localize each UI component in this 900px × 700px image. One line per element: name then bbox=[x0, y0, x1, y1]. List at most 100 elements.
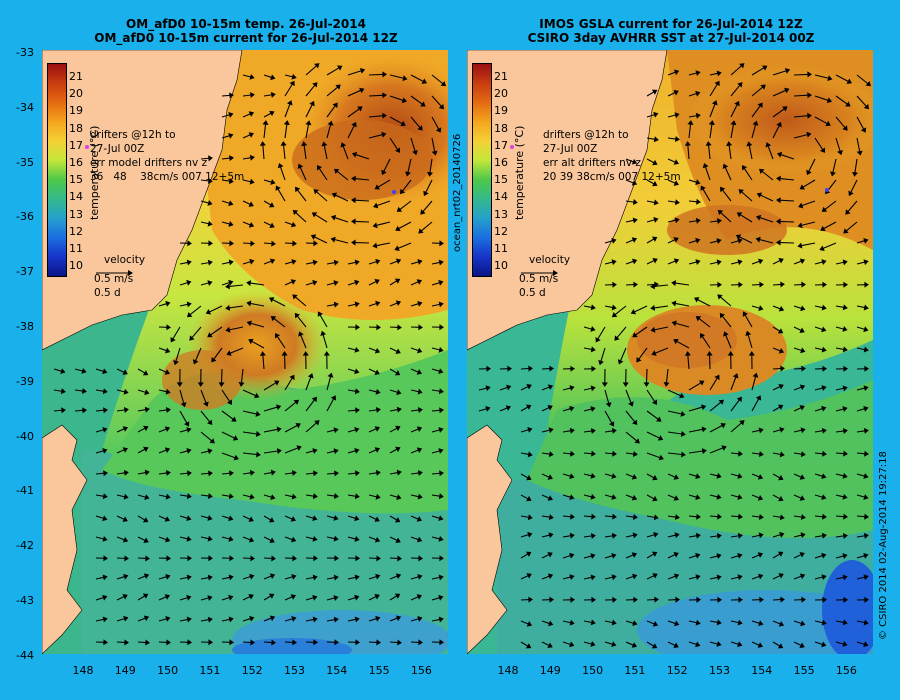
current-vector bbox=[305, 472, 315, 475]
current-vector-head bbox=[714, 80, 720, 87]
current-vector bbox=[410, 74, 424, 82]
current-vector bbox=[137, 409, 146, 412]
current-vector-head bbox=[799, 327, 805, 333]
current-vector-head bbox=[590, 385, 596, 392]
current-vector-head bbox=[714, 374, 720, 381]
current-vector-head bbox=[784, 68, 791, 74]
current-vector-head bbox=[143, 615, 150, 622]
current-vector-head bbox=[611, 574, 617, 581]
current-vector-head bbox=[170, 336, 176, 343]
current-vector bbox=[759, 217, 774, 223]
current-vector bbox=[410, 409, 420, 412]
current-vector-head bbox=[233, 454, 239, 461]
current-vector-head bbox=[631, 552, 638, 558]
current-vector-head bbox=[229, 240, 234, 247]
current-vector-head bbox=[208, 155, 213, 162]
current-vector-head bbox=[737, 473, 743, 479]
current-vector bbox=[283, 145, 286, 160]
current-vector bbox=[284, 596, 293, 601]
current-vector bbox=[410, 515, 419, 520]
current-vector-head bbox=[103, 407, 108, 414]
current-vector bbox=[845, 221, 858, 232]
current-vector bbox=[137, 617, 146, 622]
current-vector-head bbox=[372, 242, 378, 249]
current-vector-head bbox=[290, 594, 296, 600]
current-vector bbox=[336, 170, 349, 181]
colorbar-tick-label: 15 bbox=[494, 173, 508, 187]
current-vector bbox=[251, 340, 265, 349]
current-vector bbox=[779, 220, 795, 223]
current-vector bbox=[305, 376, 312, 391]
current-vector-head bbox=[207, 514, 213, 521]
current-vector bbox=[242, 494, 251, 498]
current-vector-head bbox=[394, 370, 401, 376]
current-vector bbox=[835, 535, 844, 538]
current-vector bbox=[835, 137, 841, 152]
colorbar-tick-label: 14 bbox=[494, 190, 508, 204]
current-vector-head bbox=[758, 532, 764, 539]
current-vector-head bbox=[695, 259, 701, 265]
current-vector-head bbox=[186, 594, 192, 601]
current-vector-head bbox=[416, 426, 423, 433]
current-vector bbox=[646, 575, 655, 580]
current-vector bbox=[242, 410, 257, 415]
current-vector-head bbox=[717, 596, 722, 603]
current-vector bbox=[263, 471, 272, 475]
current-vector-head bbox=[736, 396, 742, 403]
current-vector-head bbox=[164, 516, 170, 522]
current-vector-head bbox=[721, 445, 727, 451]
current-vector bbox=[95, 472, 105, 475]
current-vector bbox=[688, 406, 703, 412]
current-vector bbox=[347, 429, 356, 433]
current-vector bbox=[646, 260, 655, 265]
current-vector-head bbox=[438, 535, 444, 542]
current-vector-head bbox=[705, 141, 712, 146]
current-vector bbox=[242, 389, 256, 397]
current-vector bbox=[179, 618, 188, 622]
current-vector-head bbox=[671, 280, 677, 287]
current-vector-head bbox=[673, 69, 680, 76]
current-vector-head bbox=[439, 555, 444, 562]
left-velocity-label: velocity bbox=[104, 254, 146, 266]
current-vector bbox=[743, 168, 753, 181]
current-vector-head bbox=[423, 190, 429, 197]
current-vector-head bbox=[687, 120, 694, 125]
current-vector-head bbox=[653, 136, 659, 143]
current-vector bbox=[856, 430, 865, 433]
current-vector-head bbox=[799, 642, 805, 648]
right-australia-land bbox=[467, 50, 668, 351]
current-vector bbox=[389, 409, 398, 412]
current-vector bbox=[688, 641, 697, 646]
current-vector bbox=[688, 620, 697, 624]
current-vector-head bbox=[192, 359, 199, 365]
current-vector-head bbox=[651, 643, 658, 649]
colorbar-tick-label: 13 bbox=[494, 207, 508, 221]
current-vector bbox=[793, 115, 808, 118]
current-vector-head bbox=[249, 154, 255, 161]
current-vector-head bbox=[736, 212, 743, 218]
current-vector-head bbox=[145, 639, 150, 646]
current-vector bbox=[688, 535, 697, 538]
current-vector-head bbox=[248, 111, 255, 117]
current-vector-head bbox=[806, 169, 812, 176]
current-vector-head bbox=[776, 151, 783, 158]
current-vector bbox=[751, 554, 760, 559]
current-vector-head bbox=[485, 405, 491, 412]
current-vector bbox=[137, 575, 146, 580]
current-vector-head bbox=[208, 177, 213, 184]
current-vector-head bbox=[359, 68, 366, 74]
current-vector bbox=[326, 86, 339, 97]
current-vector bbox=[562, 620, 571, 624]
current-vector-head bbox=[708, 120, 715, 126]
current-vector-head bbox=[673, 552, 679, 558]
current-vector-head bbox=[632, 332, 638, 338]
current-vector-head bbox=[842, 493, 848, 500]
current-vector-head bbox=[821, 326, 827, 333]
current-vector-head bbox=[819, 245, 825, 251]
current-vector-head bbox=[863, 619, 869, 626]
current-vector bbox=[814, 137, 824, 150]
current-vector-head bbox=[863, 237, 869, 244]
current-vector bbox=[116, 389, 125, 393]
current-vector bbox=[179, 261, 188, 265]
current-vector bbox=[347, 303, 356, 307]
